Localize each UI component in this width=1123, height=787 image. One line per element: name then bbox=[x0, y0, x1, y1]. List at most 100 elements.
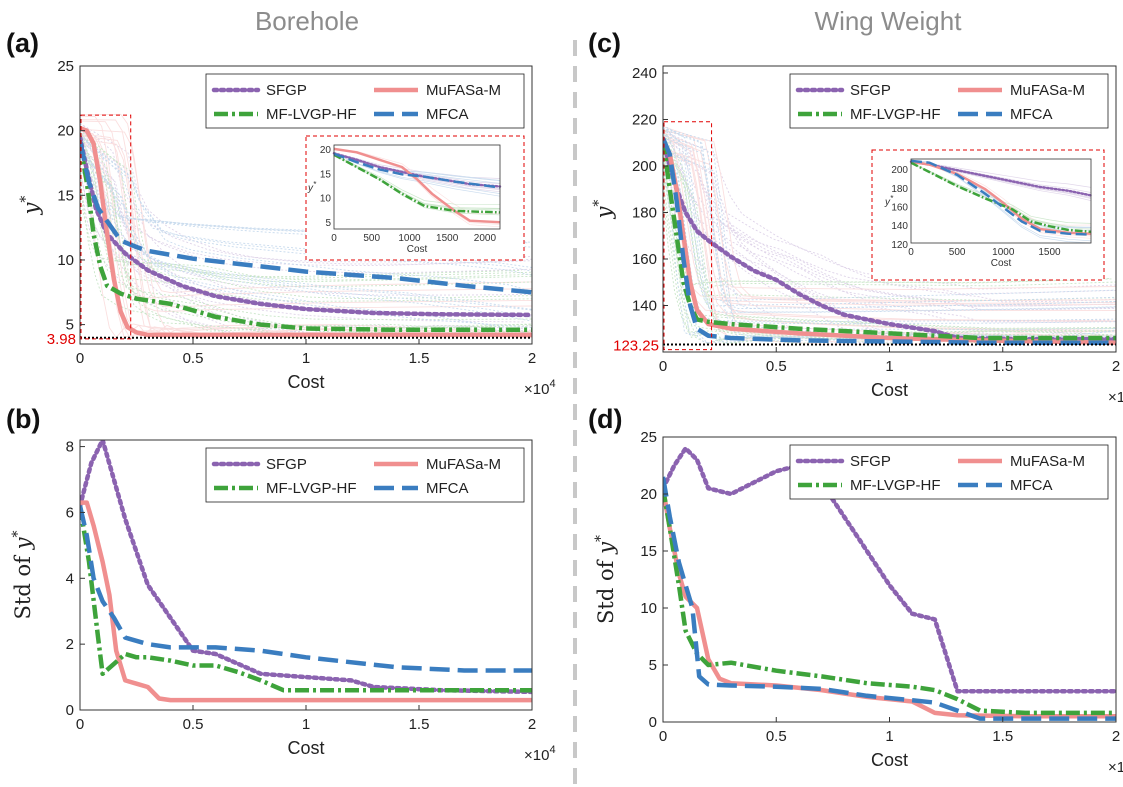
legend: SFGP MuFASa-M MF-LVGP-HF MFCA bbox=[205, 73, 525, 129]
inset-y-tick-label: 5 bbox=[325, 218, 331, 229]
run-line-mf-lvgp-hf bbox=[80, 150, 532, 339]
inset-x-tick-label: 1500 bbox=[436, 233, 459, 244]
y-axis-label: y* bbox=[18, 196, 43, 216]
axes: 0 0.5 1 1.5 2 0 2 4 6 8 Cost ×104 Std of y* bbox=[10, 439, 556, 764]
run-line-mf-lvgp-hf bbox=[80, 144, 532, 334]
legend-label-sfgp: SFGP bbox=[266, 82, 307, 99]
optimum-label: 123.25 bbox=[613, 337, 659, 354]
run-line-mf-lvgp-hf bbox=[80, 147, 532, 339]
x-multiplier: ×104 bbox=[1108, 386, 1123, 406]
y-tick-label: 5 bbox=[66, 317, 74, 334]
legend-label-mf-lvgp-hf: MF-LVGP-HF bbox=[266, 106, 357, 123]
run-line-mf-lvgp-hf bbox=[663, 142, 1111, 338]
x-multiplier: ×104 bbox=[524, 744, 556, 764]
y-tick-label: 25 bbox=[640, 429, 657, 446]
run-line-mufasa-m bbox=[80, 119, 532, 308]
x-axis-label: Cost bbox=[871, 750, 908, 770]
series-line-mufasa-m bbox=[663, 487, 1116, 719]
run-line-mufasa-m bbox=[663, 134, 1116, 322]
inset-y-axis-label: y* bbox=[307, 180, 317, 194]
series-line-sfgp bbox=[80, 440, 532, 695]
run-line-mf-lvgp-hf bbox=[663, 130, 1116, 301]
legend-label-mufasa-m: MuFASa-M bbox=[426, 456, 501, 473]
inset-y-axis-label: y* bbox=[884, 194, 894, 208]
series-line-mfca bbox=[80, 505, 532, 673]
zoom-region-box bbox=[80, 114, 132, 340]
run-line-sfgp bbox=[80, 131, 532, 296]
run-line-mfca bbox=[80, 128, 528, 244]
y-tick-label: 140 bbox=[632, 297, 657, 314]
axes: 0 0.5 1 1.5 2 140 160 180 200 220 240 Cost ×104 y* bbox=[591, 65, 1123, 406]
y-tick-label: 8 bbox=[66, 439, 74, 456]
series-line-mfca bbox=[663, 137, 1116, 345]
run-line-mfca bbox=[663, 152, 1116, 343]
inset-series-line-mf-lvgp-hf bbox=[910, 161, 1092, 234]
inset-series-line-mufasa-m bbox=[333, 147, 501, 224]
run-line-mfca bbox=[663, 151, 1116, 344]
inset-y-tick-label: 140 bbox=[891, 221, 908, 232]
run-line-mf-lvgp-hf bbox=[80, 135, 532, 302]
x-tick-label: 1 bbox=[302, 350, 310, 367]
legend-label-mfca: MFCA bbox=[1010, 477, 1053, 494]
x-multiplier: ×104 bbox=[1108, 756, 1123, 776]
run-line-mf-lvgp-hf bbox=[663, 153, 1116, 345]
inset-run-line-mf-lvgp-hf bbox=[333, 154, 501, 211]
title-borehole: Borehole bbox=[255, 6, 359, 36]
run-line-mf-lvgp-hf bbox=[663, 152, 1116, 345]
legend-box bbox=[205, 73, 525, 129]
inset-x-tick-label: 0 bbox=[908, 247, 914, 258]
inset-chart: 0 500 1000 1500 120 140 160 180 200 Cost y* bbox=[871, 149, 1105, 281]
y-tick-label: 160 bbox=[632, 251, 657, 268]
y-axis-label: Std of y* bbox=[593, 535, 618, 624]
run-line-mufasa-m bbox=[663, 129, 1116, 302]
run-line-mfca bbox=[663, 126, 1116, 307]
run-line-mfca bbox=[80, 136, 532, 276]
run-line-sfgp bbox=[663, 146, 1116, 342]
run-line-mfca bbox=[80, 147, 532, 322]
series-line-sfgp bbox=[663, 138, 1116, 342]
panel-label-c: (c) bbox=[588, 28, 621, 58]
run-line-sfgp bbox=[663, 145, 1116, 344]
series-line-mfca bbox=[663, 476, 1116, 721]
chart-panel-b: 0 0.5 1 1.5 2 0 2 4 6 8 Cost ×104 Std of y* SFGP MuFAS… bbox=[10, 439, 556, 764]
x-tick-label: 0.5 bbox=[766, 728, 787, 745]
x-tick-label: 1.5 bbox=[409, 716, 430, 733]
x-tick-label: 1.5 bbox=[409, 350, 430, 367]
inset-x-tick-label: 0 bbox=[331, 233, 337, 244]
legend-box bbox=[789, 444, 1109, 500]
y-tick-label: 0 bbox=[66, 702, 74, 719]
run-line-mfca bbox=[663, 127, 1116, 310]
run-line-mufasa-m bbox=[663, 130, 1116, 304]
inset-y-tick-label: 15 bbox=[320, 169, 332, 180]
x-tick-label: 2 bbox=[1112, 728, 1120, 745]
inset-x-tick-label: 2000 bbox=[474, 233, 497, 244]
inset-x-axis-label: Cost bbox=[991, 258, 1012, 269]
run-line-mf-lvgp-hf bbox=[663, 125, 1110, 285]
run-line-mf-lvgp-hf bbox=[663, 147, 1116, 344]
run-line-mf-lvgp-hf bbox=[663, 125, 1113, 286]
inset-x-axis-label: Cost bbox=[407, 244, 428, 255]
run-line-mufasa-m bbox=[80, 120, 532, 312]
inset-series-line-mufasa-m bbox=[910, 160, 1092, 235]
plot-area bbox=[663, 124, 1116, 345]
run-line-mfca bbox=[80, 128, 531, 243]
run-line-sfgp bbox=[80, 137, 524, 317]
legend-label-mufasa-m: MuFASa-M bbox=[1010, 453, 1085, 470]
series-line-mufasa-m bbox=[80, 500, 532, 703]
inset-y-tick-label: 160 bbox=[891, 203, 908, 214]
y-tick-label: 20 bbox=[57, 123, 74, 140]
x-tick-label: 0 bbox=[659, 728, 667, 745]
y-tick-label: 2 bbox=[66, 636, 74, 653]
inset-series-line-mf-lvgp-hf bbox=[333, 153, 501, 214]
inset-x-tick-label: 500 bbox=[949, 247, 966, 258]
y-tick-label: 15 bbox=[640, 543, 657, 560]
x-axis-label: Cost bbox=[287, 738, 324, 758]
y-tick-label: 6 bbox=[66, 504, 74, 521]
run-line-sfgp bbox=[663, 135, 1116, 323]
x-tick-label: 0 bbox=[76, 350, 84, 367]
legend-label-mf-lvgp-hf: MF-LVGP-HF bbox=[266, 480, 357, 497]
run-line-mf-lvgp-hf bbox=[663, 137, 1116, 330]
run-line-mfca bbox=[663, 128, 1116, 313]
x-tick-label: 1 bbox=[885, 728, 893, 745]
